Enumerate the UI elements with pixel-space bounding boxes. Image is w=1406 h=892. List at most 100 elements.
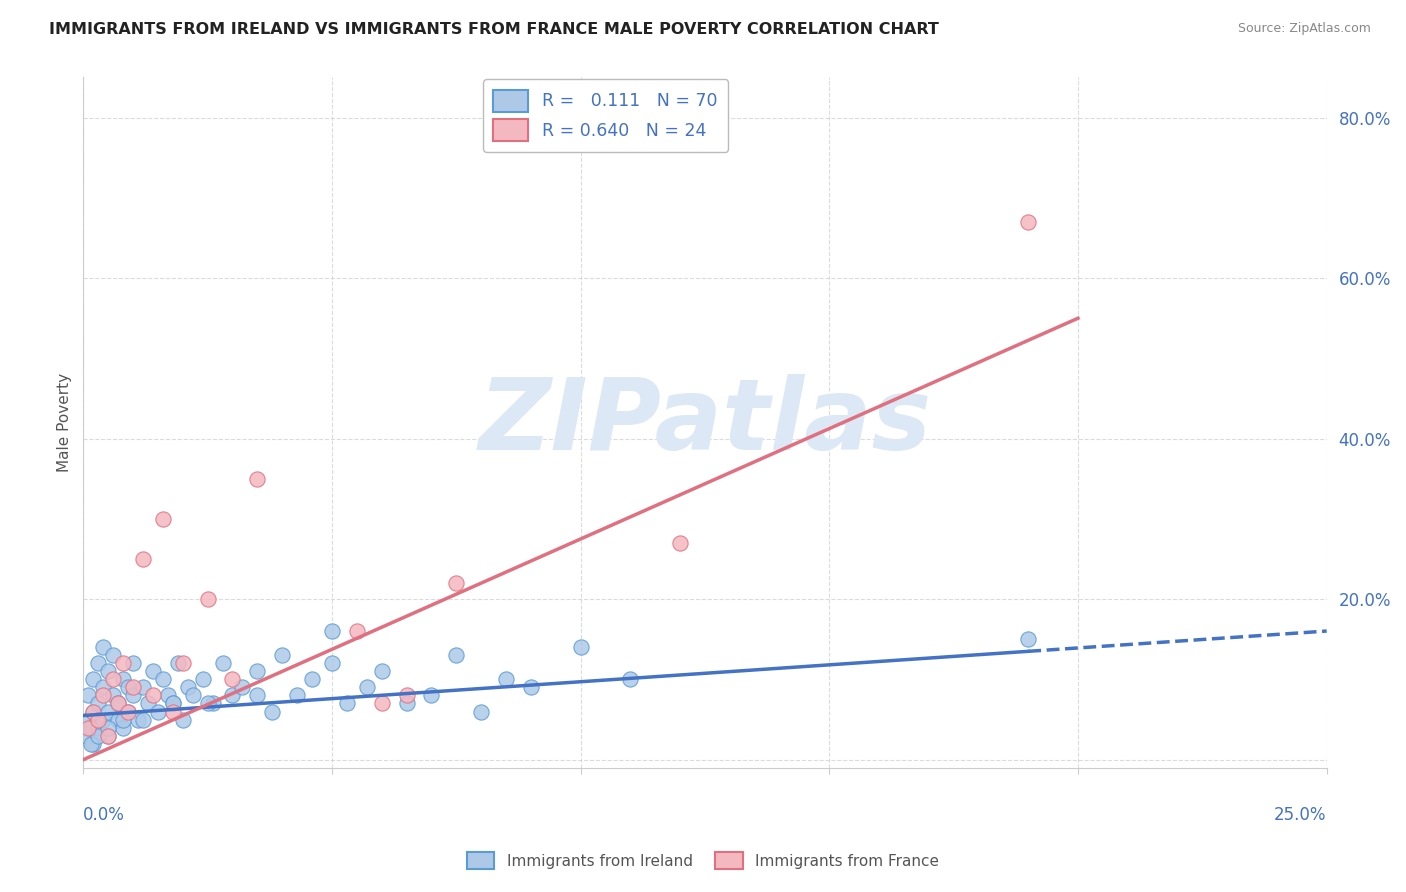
Point bbox=[77, 689, 100, 703]
Point bbox=[156, 689, 179, 703]
Point bbox=[285, 689, 308, 703]
Text: Source: ZipAtlas.com: Source: ZipAtlas.com bbox=[1237, 22, 1371, 36]
Legend: R =   0.111   N = 70, R = 0.640   N = 24: R = 0.111 N = 70, R = 0.640 N = 24 bbox=[484, 79, 728, 152]
Point bbox=[82, 737, 104, 751]
Point bbox=[446, 648, 468, 663]
Point bbox=[246, 665, 269, 679]
Point bbox=[82, 705, 104, 719]
Point bbox=[77, 713, 100, 727]
Point bbox=[177, 681, 200, 695]
Point bbox=[152, 512, 174, 526]
Point bbox=[101, 648, 124, 663]
Point bbox=[101, 673, 124, 687]
Point bbox=[101, 689, 124, 703]
Point bbox=[619, 673, 641, 687]
Point bbox=[117, 705, 139, 719]
Point bbox=[117, 681, 139, 695]
Point bbox=[122, 689, 145, 703]
Point bbox=[162, 697, 184, 711]
Point bbox=[246, 472, 269, 486]
Point bbox=[336, 697, 359, 711]
Point bbox=[132, 713, 155, 727]
Point bbox=[80, 737, 103, 751]
Point bbox=[301, 673, 323, 687]
Point bbox=[82, 705, 104, 719]
Point bbox=[221, 673, 243, 687]
Point bbox=[112, 673, 135, 687]
Point bbox=[97, 729, 120, 743]
Point bbox=[91, 713, 114, 727]
Point bbox=[112, 713, 135, 727]
Text: 0.0%: 0.0% bbox=[83, 805, 125, 823]
Point bbox=[231, 681, 253, 695]
Point bbox=[197, 592, 219, 607]
Point bbox=[87, 697, 110, 711]
Point bbox=[221, 689, 243, 703]
Point bbox=[1017, 632, 1039, 647]
Point bbox=[122, 681, 145, 695]
Point bbox=[117, 705, 139, 719]
Point bbox=[172, 713, 194, 727]
Point bbox=[166, 657, 188, 671]
Text: IMMIGRANTS FROM IRELAND VS IMMIGRANTS FROM FRANCE MALE POVERTY CORRELATION CHART: IMMIGRANTS FROM IRELAND VS IMMIGRANTS FR… bbox=[49, 22, 939, 37]
Point bbox=[420, 689, 443, 703]
Point bbox=[262, 705, 284, 719]
Point bbox=[91, 689, 114, 703]
Point bbox=[321, 624, 343, 639]
Point bbox=[246, 689, 269, 703]
Point bbox=[142, 665, 165, 679]
Point bbox=[87, 729, 110, 743]
Point bbox=[162, 697, 184, 711]
Point bbox=[346, 624, 368, 639]
Point bbox=[211, 657, 233, 671]
Point bbox=[91, 681, 114, 695]
Point bbox=[127, 713, 149, 727]
Point bbox=[77, 721, 100, 735]
Point bbox=[669, 536, 692, 550]
Point bbox=[112, 721, 135, 735]
Point bbox=[395, 697, 418, 711]
Point bbox=[136, 697, 159, 711]
Point bbox=[191, 673, 214, 687]
Y-axis label: Male Poverty: Male Poverty bbox=[58, 373, 72, 472]
Point bbox=[470, 705, 492, 719]
Point bbox=[107, 697, 129, 711]
Point bbox=[112, 657, 135, 671]
Point bbox=[495, 673, 517, 687]
Point bbox=[97, 729, 120, 743]
Point bbox=[197, 697, 219, 711]
Point bbox=[395, 689, 418, 703]
Point bbox=[181, 689, 204, 703]
Point bbox=[87, 657, 110, 671]
Point bbox=[146, 705, 169, 719]
Point bbox=[1017, 215, 1039, 229]
Point bbox=[97, 721, 120, 735]
Point bbox=[80, 721, 103, 735]
Point bbox=[446, 576, 468, 591]
Point bbox=[356, 681, 378, 695]
Point bbox=[97, 705, 120, 719]
Point bbox=[82, 673, 104, 687]
Point bbox=[162, 705, 184, 719]
Point bbox=[132, 681, 155, 695]
Point bbox=[152, 673, 174, 687]
Point bbox=[370, 697, 392, 711]
Point bbox=[87, 713, 110, 727]
Text: ZIPatlas: ZIPatlas bbox=[478, 374, 932, 471]
Point bbox=[201, 697, 224, 711]
Point bbox=[370, 665, 392, 679]
Point bbox=[142, 689, 165, 703]
Point bbox=[569, 640, 592, 655]
Point bbox=[172, 657, 194, 671]
Point bbox=[520, 681, 543, 695]
Point bbox=[271, 648, 294, 663]
Point bbox=[107, 697, 129, 711]
Point bbox=[107, 713, 129, 727]
Point bbox=[132, 552, 155, 566]
Point bbox=[321, 657, 343, 671]
Point bbox=[75, 729, 97, 743]
Point bbox=[97, 665, 120, 679]
Point bbox=[122, 657, 145, 671]
Point bbox=[91, 640, 114, 655]
Legend: Immigrants from Ireland, Immigrants from France: Immigrants from Ireland, Immigrants from… bbox=[461, 846, 945, 875]
